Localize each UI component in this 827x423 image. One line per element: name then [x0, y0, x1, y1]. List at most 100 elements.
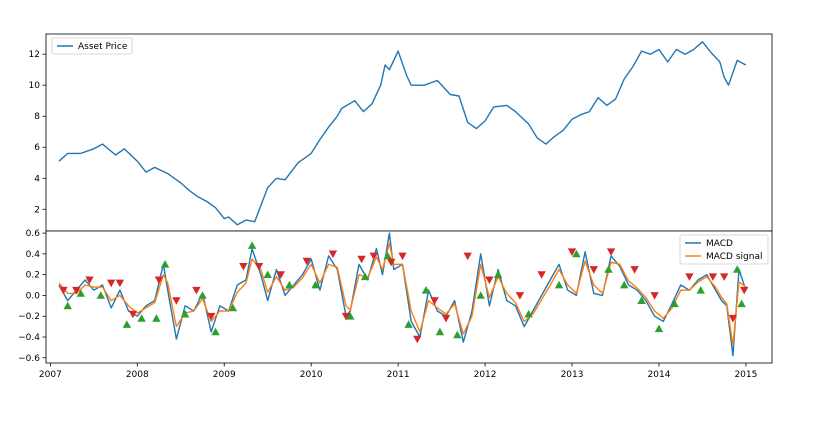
buy-marker — [137, 314, 146, 322]
sell-marker — [302, 257, 311, 266]
buy-marker — [654, 324, 664, 333]
x-tick-label: 2011 — [387, 370, 410, 380]
macd-legend: MACD MACD signal — [679, 234, 769, 265]
buy-marker — [421, 286, 431, 294]
sell-marker — [192, 286, 201, 295]
sell-marker — [441, 314, 451, 323]
macd-legend-label: MACD — [706, 239, 733, 249]
sell-marker — [115, 279, 125, 288]
sell-marker — [387, 258, 396, 267]
buy-marker — [733, 265, 742, 273]
sell-marker — [154, 276, 164, 285]
macd-signal-line — [58, 242, 747, 346]
x-tick-label: 2007 — [39, 370, 62, 380]
x-tick-label: 2010 — [300, 370, 323, 380]
sell-marker — [398, 252, 407, 261]
y-tick-label: −0.2 — [18, 312, 40, 322]
sell-marker — [728, 314, 738, 323]
sell-marker — [59, 286, 68, 295]
y-tick-label: 4 — [34, 174, 40, 184]
buy-marker — [696, 286, 705, 294]
y-tick-label: 12 — [29, 50, 40, 60]
y-tick-label: 2 — [34, 205, 40, 215]
buy-marker — [76, 289, 85, 297]
buy-marker — [604, 265, 613, 273]
asset-price-line — [58, 41, 747, 226]
buy-marker — [63, 301, 72, 310]
x-tick-label: 2015 — [734, 370, 757, 380]
sell-marker — [515, 292, 525, 300]
sell-marker — [239, 263, 248, 271]
price-axes-frame — [45, 33, 773, 232]
sell-marker — [567, 248, 577, 256]
sell-marker — [341, 312, 351, 321]
buy-marker — [670, 299, 679, 308]
macd-line — [58, 232, 747, 357]
sell-marker — [720, 273, 729, 281]
sell-marker — [650, 292, 659, 300]
buy-marker — [96, 291, 105, 299]
sell-marker — [463, 252, 472, 261]
x-tick-label: 2009 — [213, 370, 236, 380]
macd-signal-legend-label: MACD signal — [706, 252, 762, 262]
sell-marker — [357, 255, 366, 264]
buy-marker — [383, 251, 392, 260]
buy-marker — [346, 312, 355, 320]
buy-marker — [453, 330, 462, 339]
y-tick-label: 0.0 — [26, 291, 41, 301]
sell-marker — [328, 250, 338, 259]
price-panel: 2 4 6 8 10 12 Asset Price — [29, 33, 773, 232]
sell-marker — [630, 266, 639, 274]
buy-marker — [737, 299, 746, 308]
y-tick-label: −0.6 — [18, 354, 40, 364]
price-plot-area — [58, 41, 747, 226]
price-legend: Asset Price — [51, 37, 133, 55]
sell-marker — [485, 276, 494, 285]
buy-marker — [360, 272, 370, 281]
buy-marker — [637, 296, 646, 304]
y-tick-label: −0.4 — [18, 333, 40, 343]
price-y-axis: 2 4 6 8 10 12 — [29, 50, 46, 215]
y-tick-label: 0.2 — [26, 271, 40, 281]
x-tick-label: 2012 — [474, 370, 497, 380]
macd-y-axis: −0.6 −0.4 −0.2 0.0 0.2 0.4 0.6 — [18, 229, 46, 364]
buy-marker — [122, 320, 132, 328]
sell-marker — [172, 297, 181, 305]
sell-marker — [254, 263, 264, 271]
buy-marker — [211, 327, 220, 336]
buy-marker — [228, 303, 238, 312]
buy-marker — [435, 327, 445, 336]
buy-marker — [554, 280, 564, 289]
sell-marker — [107, 279, 116, 288]
price-legend-label: Asset Price — [78, 42, 128, 52]
buy-marker — [198, 291, 207, 299]
sell-marker — [72, 286, 81, 295]
price-legend-box — [51, 37, 133, 55]
buy-marker — [404, 320, 413, 328]
buy-marker — [311, 280, 320, 289]
sell-marker — [85, 276, 94, 285]
buy-marker — [152, 314, 161, 322]
buy-marker — [247, 241, 257, 249]
sell-marker — [537, 271, 546, 279]
sell-marker — [685, 273, 694, 281]
sell-marker — [369, 252, 378, 261]
sell-marker — [128, 310, 138, 319]
macd-signal-markers — [59, 241, 749, 344]
macd-plot-area — [58, 232, 747, 357]
y-tick-label: 6 — [34, 143, 40, 153]
sell-marker — [276, 271, 285, 279]
x-tick-label: 2008 — [126, 370, 149, 380]
buy-marker — [160, 260, 170, 268]
buy-marker — [285, 280, 294, 289]
buy-marker — [524, 309, 533, 318]
x-tick-label: 2014 — [648, 370, 671, 380]
sell-marker — [589, 266, 598, 274]
sell-marker — [430, 297, 439, 305]
sell-marker — [207, 312, 216, 321]
buy-marker — [572, 249, 581, 258]
y-tick-label: 0.4 — [26, 250, 41, 260]
x-tick-label: 2013 — [561, 370, 584, 380]
y-tick-label: 10 — [29, 81, 41, 91]
